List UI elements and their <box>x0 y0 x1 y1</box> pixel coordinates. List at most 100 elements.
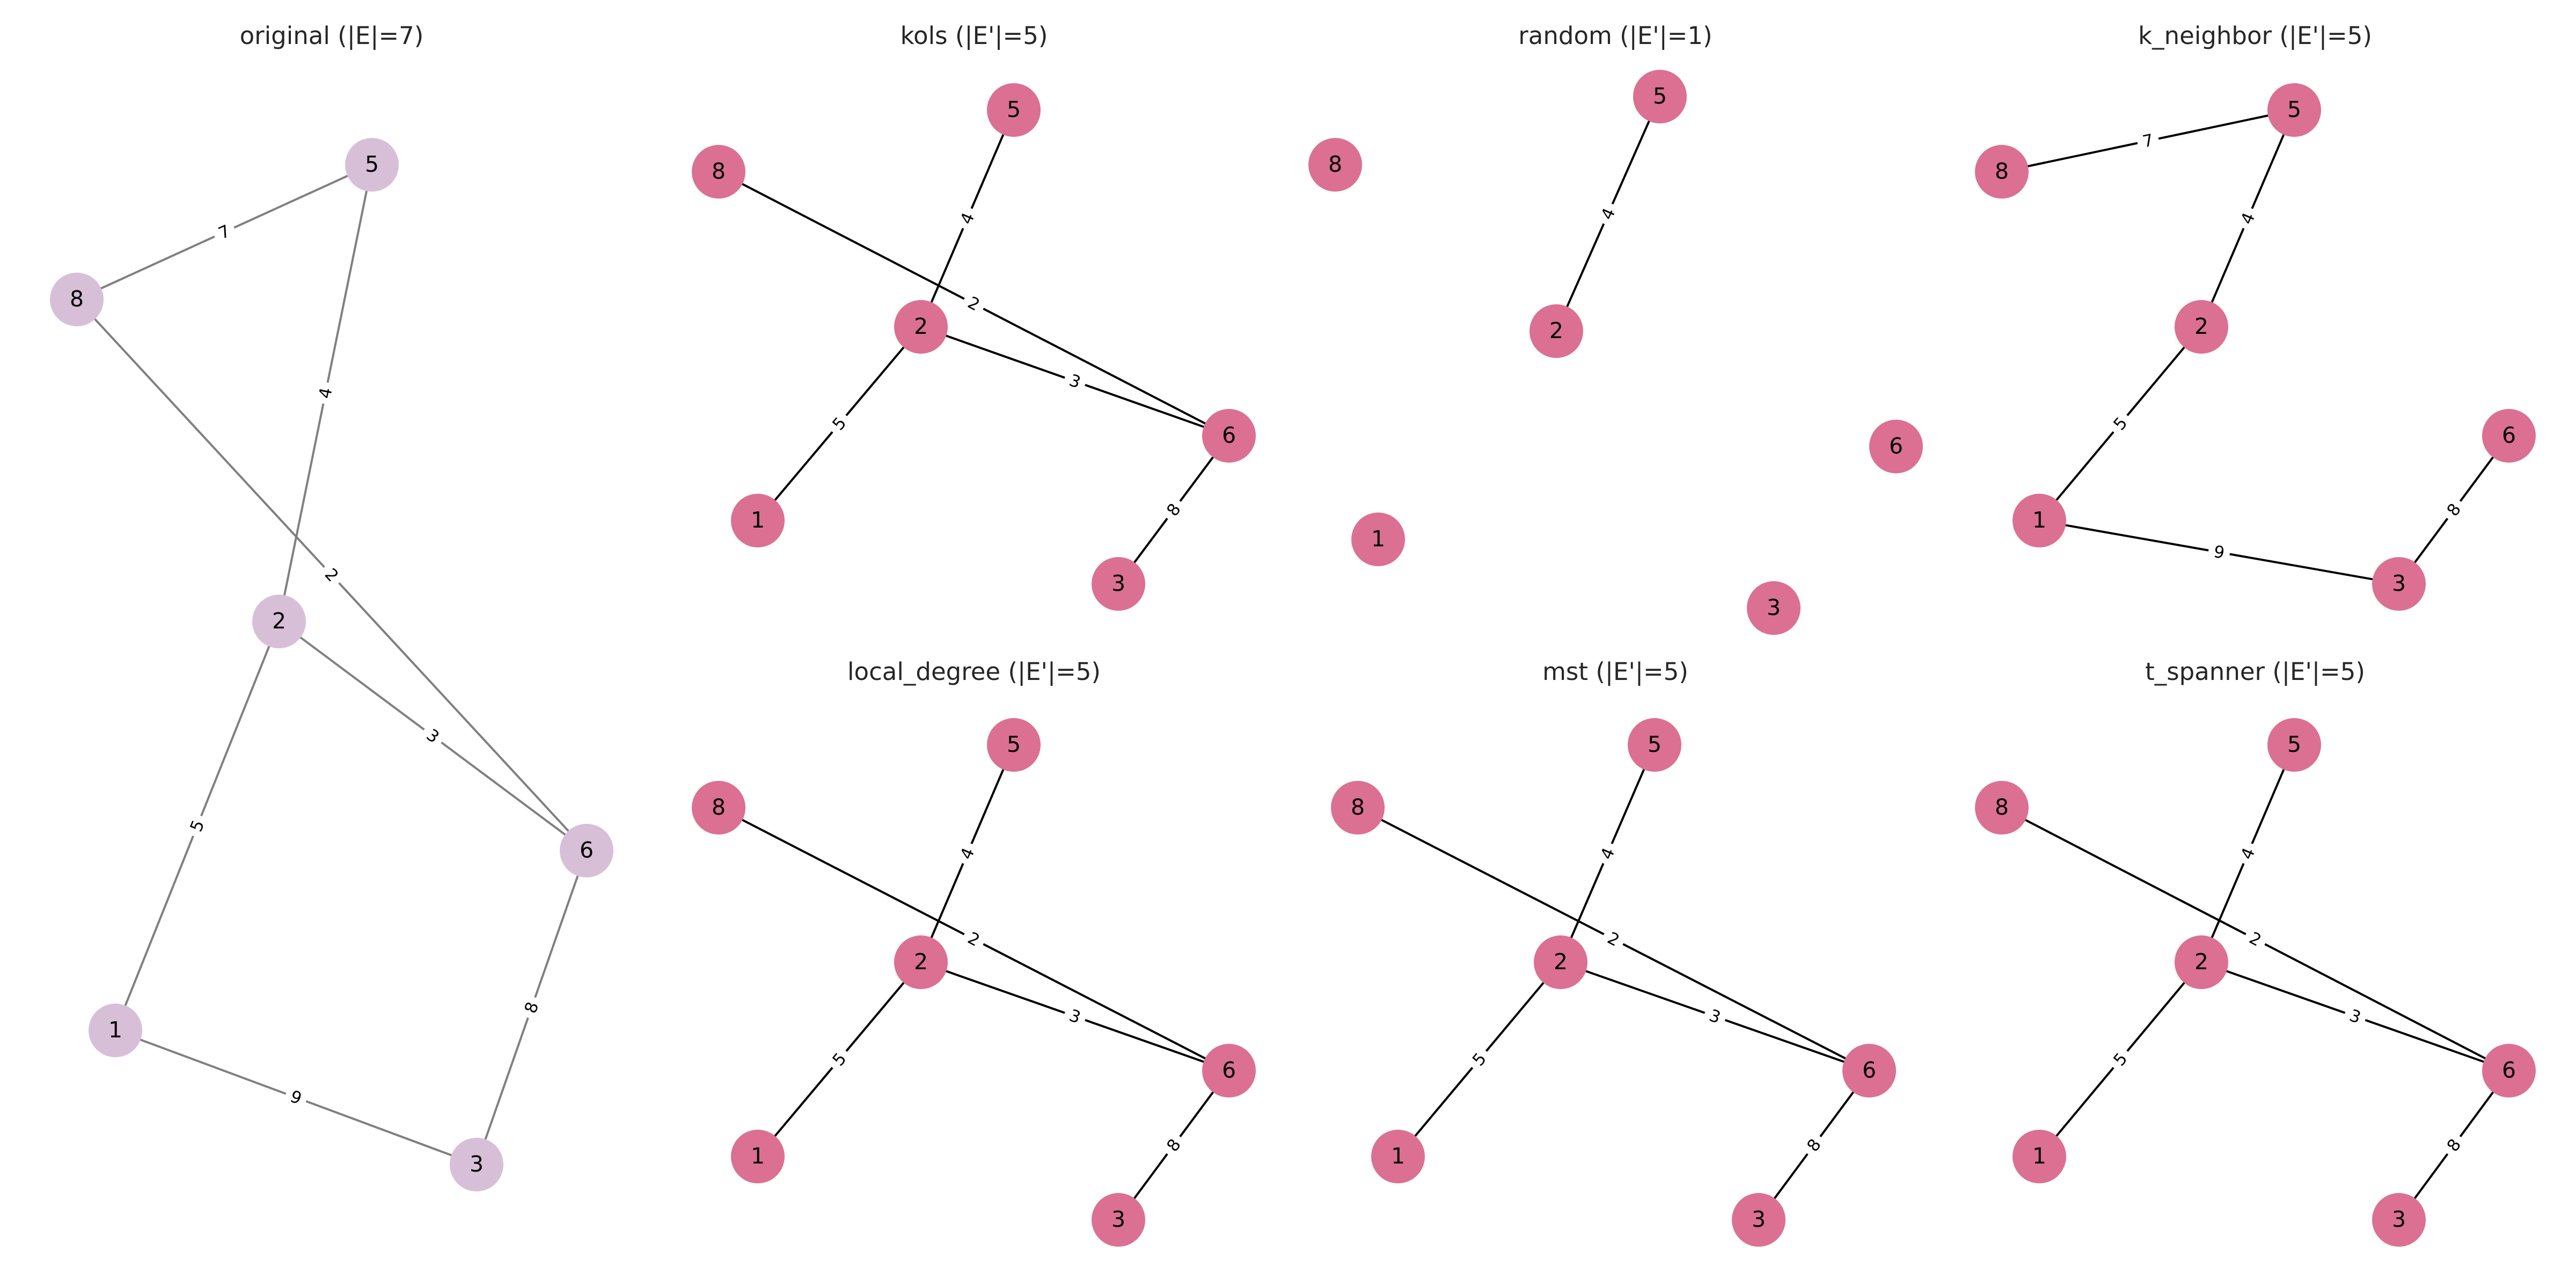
node-label: 5 <box>1007 731 1021 757</box>
node-label: 1 <box>2032 507 2046 533</box>
edge-weight-8-6: 2 <box>1599 925 1628 954</box>
edge-label-bg <box>418 721 448 751</box>
node-8: 8 <box>1975 145 2029 199</box>
node-label: 1 <box>1371 526 1385 552</box>
edge-label-bg <box>316 560 347 590</box>
node-6: 6 <box>2482 409 2536 463</box>
node-circle <box>2175 935 2228 989</box>
edge-label-bg <box>1464 1044 1495 1075</box>
edge-weight-1-3: 9 <box>2206 539 2232 565</box>
edge-weight-8-5: 7 <box>2135 128 2161 154</box>
panel-title: t_spanner (|E'|=5) <box>2145 657 2365 686</box>
edge-label-bg <box>824 1044 855 1075</box>
node-label: 6 <box>1222 1057 1236 1083</box>
edge-weight-6-3: 8 <box>1799 1130 1829 1160</box>
panel-title: kols (|E'|=5) <box>901 21 1048 50</box>
node-label: 2 <box>1549 318 1563 343</box>
node-circle <box>894 300 948 354</box>
node-circle <box>1331 781 1385 835</box>
node-circle <box>1308 138 1362 192</box>
node-circle <box>1842 1044 1896 1097</box>
node-label: 5 <box>1648 731 1662 757</box>
edge-label-bg <box>183 812 211 840</box>
edge-weight-8-5: 7 <box>210 218 239 246</box>
node-label: 6 <box>1862 1057 1876 1083</box>
edge-weight-1-2: 5 <box>824 1044 855 1075</box>
panel-title: original (|E|=7) <box>240 21 424 50</box>
node-label: 3 <box>2392 1206 2406 1232</box>
node-label: 6 <box>2502 1057 2516 1083</box>
node-label: 3 <box>1111 1206 1125 1232</box>
edge-weight-2-6: 3 <box>1061 367 1089 396</box>
node-3: 3 <box>2372 1193 2426 1247</box>
edge-weight-2-5: 4 <box>953 839 982 868</box>
node-circle <box>1351 513 1405 566</box>
edge-weight-2-5: 4 <box>953 204 982 233</box>
edge-weight-8-6: 2 <box>959 289 989 318</box>
node-label: 1 <box>108 1017 122 1043</box>
edge-weight-1-2: 5 <box>1464 1044 1495 1075</box>
node-5: 5 <box>987 83 1041 137</box>
node-2: 2 <box>2175 300 2228 354</box>
edge-label-bg <box>2241 925 2270 954</box>
graph-panel-random: random (|E'|=1) 4 5 8 2 6 1 3 <box>1308 21 1923 635</box>
edge-weight-6-3: 8 <box>2439 1130 2469 1160</box>
node-circle <box>2175 300 2228 354</box>
node-circle <box>2482 409 2536 463</box>
edge-label-bg <box>1061 1002 1089 1030</box>
node-label: 2 <box>2194 313 2208 339</box>
graph-panel-k-neighbor: k_neighbor (|E'|=5) 7 4 5 8 9 5 8 2 6 1 3 <box>1975 21 2536 611</box>
node-label: 8 <box>1995 158 2009 184</box>
edge-label-bg <box>1159 495 1189 525</box>
edge-weight-1-2: 5 <box>824 408 855 439</box>
node-label: 3 <box>1752 1206 1766 1232</box>
node-label: 1 <box>2032 1143 2046 1169</box>
node-label: 3 <box>1111 570 1125 596</box>
node-8: 8 <box>1308 138 1362 192</box>
node-6: 6 <box>1869 420 1923 473</box>
node-5: 5 <box>345 138 399 192</box>
edge-label-bg <box>2206 539 2232 565</box>
node-circle <box>2482 1044 2536 1097</box>
edge-weight-1-2: 5 <box>183 812 211 840</box>
node-1: 1 <box>2012 1130 2066 1183</box>
node-circle <box>2012 1130 2066 1183</box>
node-circle <box>450 1138 503 1191</box>
edge-label-bg <box>1799 1130 1829 1160</box>
edge-label-bg <box>1159 1130 1189 1160</box>
node-circle <box>1633 70 1687 123</box>
node-circle <box>731 1130 785 1183</box>
edge-label-bg <box>312 380 339 406</box>
node-2: 2 <box>1529 304 1583 358</box>
edge-label-bg <box>2439 1130 2469 1160</box>
node-circle <box>1371 1130 1425 1183</box>
node-1: 1 <box>1371 1130 1425 1183</box>
edge-weight-2-5: 4 <box>312 380 339 406</box>
node-circle <box>50 273 104 326</box>
node-circle <box>987 718 1041 772</box>
node-circle <box>89 1004 142 1057</box>
node-3: 3 <box>1092 1193 1145 1247</box>
node-6: 6 <box>1202 1044 1256 1097</box>
node-circle <box>345 138 399 192</box>
node-8: 8 <box>692 781 745 835</box>
edge-label-bg <box>518 994 545 1021</box>
edge-weight-6-3: 8 <box>1159 495 1189 525</box>
edge-label-bg <box>1701 1002 1729 1030</box>
edge-weight-2-5: 4 <box>2234 204 2262 233</box>
node-circle <box>560 824 613 877</box>
edge-label-bg <box>1061 367 1089 396</box>
node-8: 8 <box>1331 781 1385 835</box>
node-circle <box>1628 718 1681 772</box>
node-label: 5 <box>1007 97 1021 122</box>
edge-weight-2-6: 3 <box>1061 1002 1089 1030</box>
node-5: 5 <box>1628 718 1681 772</box>
edge-label-bg <box>1593 839 1622 868</box>
node-circle <box>894 935 948 989</box>
node-5: 5 <box>2267 83 2321 137</box>
node-6: 6 <box>2482 1044 2536 1097</box>
node-2: 2 <box>1534 935 1587 989</box>
edge-label-bg <box>824 408 855 439</box>
edge-weight-6-3: 8 <box>1159 1130 1189 1160</box>
